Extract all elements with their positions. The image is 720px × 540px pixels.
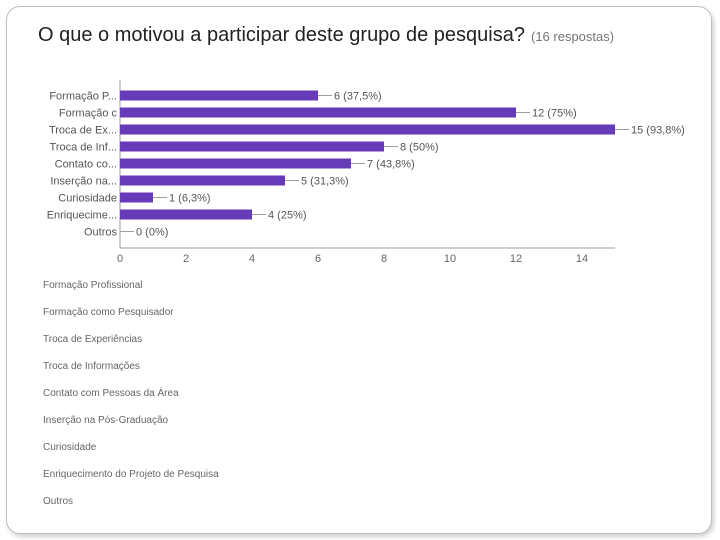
bar [120, 124, 615, 135]
chart-axes: 0 2 4 6 8 10 12 14 [117, 80, 615, 265]
category-label: Enriquecime... [47, 210, 117, 222]
value-label: 7 (43,8%) [367, 159, 415, 171]
category-label: Formação c [59, 108, 118, 120]
x-tick-label: 12 [510, 253, 522, 265]
value-label: 1 (6,3%) [169, 193, 211, 205]
option-item: Inserção na Pós-Graduação [43, 415, 169, 426]
x-tick-label: 2 [183, 253, 189, 265]
value-label: 5 (31,3%) [301, 176, 349, 188]
x-tick-label: 4 [249, 253, 255, 265]
value-label: 12 (75%) [532, 108, 577, 120]
category-label: Curiosidade [58, 193, 117, 205]
value-label: 15 (93,8%) [631, 125, 685, 137]
chart-labels: Formação P... 6 (37,5%) Formação c 12 (75%)… [47, 91, 685, 239]
bar [120, 90, 318, 101]
x-tick-label: 6 [315, 253, 321, 265]
category-label: Troca de Inf... [50, 142, 117, 154]
response-count: (16 respostas) [530, 29, 615, 44]
bar [120, 158, 351, 169]
value-label: 8 (50%) [400, 142, 439, 154]
x-tick-label: 0 [117, 253, 123, 265]
option-item: Contato com Pessoas da Área [43, 388, 179, 399]
chart-bars [120, 90, 615, 220]
value-label: 6 (37,5%) [334, 91, 382, 103]
value-label: 0 (0%) [136, 227, 168, 239]
bar [120, 175, 285, 186]
bar [120, 141, 384, 152]
bar [120, 107, 516, 118]
option-item: Troca de Informações [43, 361, 140, 372]
chart-title: O que o motivou a participar deste grupo… [38, 24, 615, 46]
option-item: Outros [43, 496, 74, 507]
value-label: 4 (25%) [268, 210, 307, 222]
category-label: Formação P... [49, 91, 117, 103]
category-label: Outros [84, 227, 118, 239]
option-item: Curiosidade [43, 442, 97, 453]
option-item: Formação como Pesquisador [43, 307, 174, 318]
category-label: Contato co... [55, 159, 117, 171]
x-tick-label: 10 [444, 253, 456, 265]
bar [120, 192, 153, 203]
category-label: Troca de Ex... [49, 125, 117, 137]
option-item: Enriquecimento do Projeto de Pesquisa [43, 469, 219, 480]
x-tick-label: 14 [576, 253, 588, 265]
bar [120, 209, 252, 220]
category-label: Inserção na... [50, 176, 117, 188]
x-tick-label: 8 [381, 253, 387, 265]
option-item: Formação Profissional [43, 280, 143, 291]
option-item: Troca de Experiências [43, 334, 143, 345]
